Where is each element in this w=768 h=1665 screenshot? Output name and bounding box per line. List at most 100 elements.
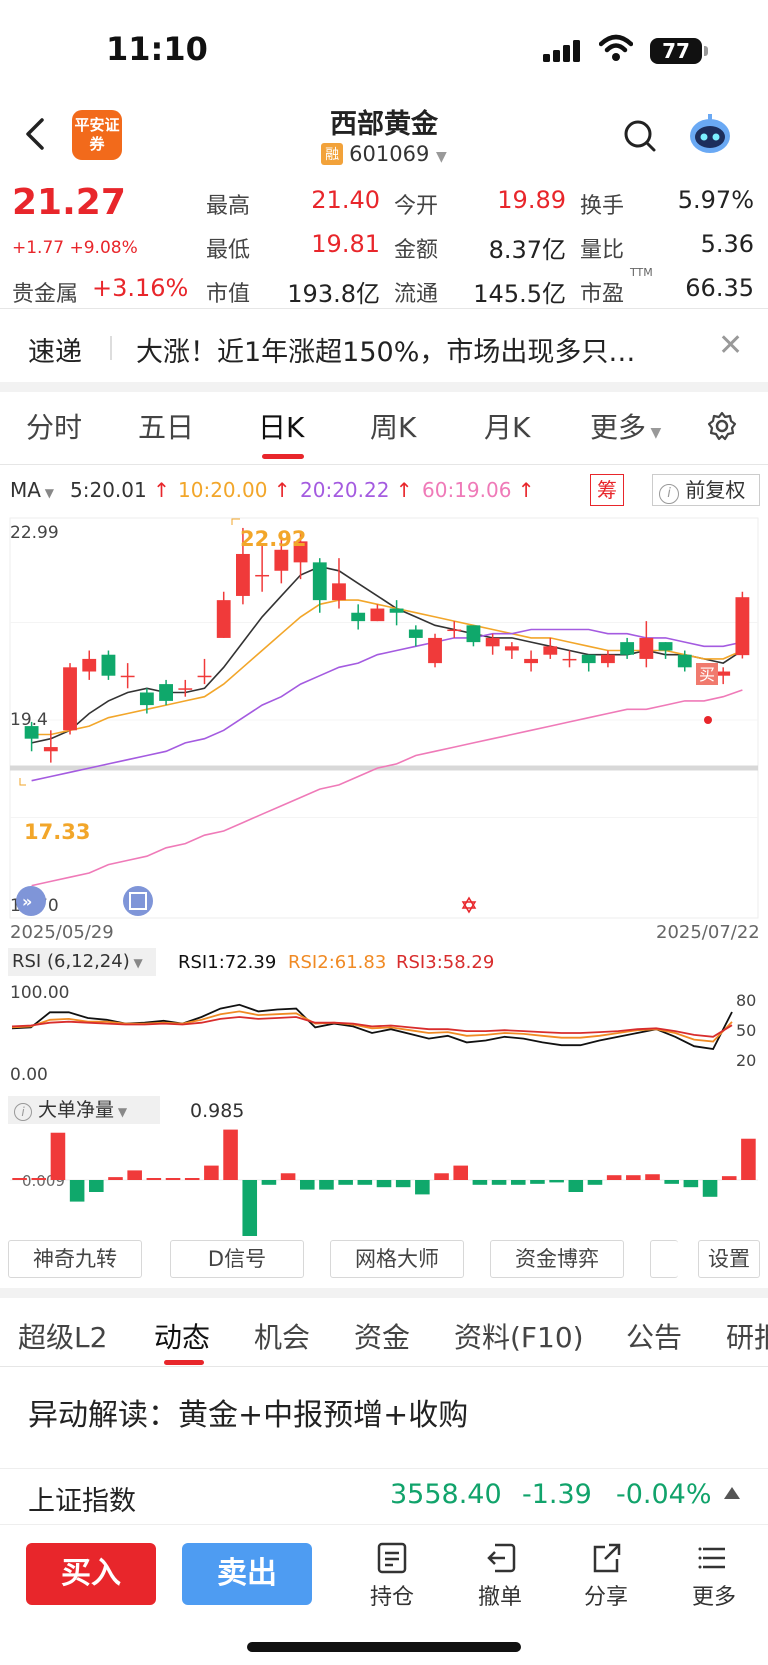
date-start-label: 2025/05/29 xyxy=(10,922,114,943)
close-icon[interactable]: ✕ xyxy=(718,328,744,363)
sector-label[interactable]: 贵金属 xyxy=(12,282,79,307)
bigorder-bar xyxy=(357,1180,373,1185)
sell-button[interactable]: 卖出 xyxy=(182,1543,312,1605)
tab-weekly-k[interactable]: 周K xyxy=(370,411,417,444)
rsi-selector-label: RSI (6,12,24) xyxy=(12,951,130,972)
express-headline[interactable]: 大涨！近1年涨超150%，市场出现多只… xyxy=(136,337,636,368)
bigorder-bar xyxy=(415,1180,430,1195)
active-tab-indicator xyxy=(262,454,304,459)
expand-up-icon[interactable] xyxy=(724,1487,740,1499)
market-cap-label: 市值 xyxy=(206,282,251,307)
cancel-order-button[interactable]: 撤单 xyxy=(460,1541,540,1611)
ai-assistant-icon[interactable] xyxy=(686,110,734,158)
up-arrow-icon: ↑ xyxy=(389,478,413,502)
tab-super-l2[interactable]: 超级L2 xyxy=(18,1321,108,1354)
bigorder-bars xyxy=(12,1129,756,1236)
hidden-button-edge[interactable] xyxy=(650,1240,678,1278)
buy-signal-marker[interactable] xyxy=(696,663,718,685)
rsi2-value: RSI2:61.83 xyxy=(288,952,387,973)
stock-code: 601069 xyxy=(349,142,430,166)
grid-master-button[interactable]: 网格大师 xyxy=(330,1240,464,1278)
divider xyxy=(0,1366,768,1367)
news-express-bar[interactable]: 速递 大涨！近1年涨超150%，市场出现多只… ✕ xyxy=(0,316,768,382)
share-button[interactable]: 分享 xyxy=(566,1541,646,1611)
bigorder-chart[interactable]: 0.009 xyxy=(0,1128,768,1236)
back-icon[interactable] xyxy=(22,114,52,154)
rsi3-value: RSI3:58.29 xyxy=(396,952,495,973)
tab-funds[interactable]: 资金 xyxy=(354,1321,411,1354)
news-headline[interactable]: 异动解读：黄金+中报预增+收购 xyxy=(28,1398,469,1433)
buy-button[interactable]: 买入 xyxy=(26,1543,156,1605)
indicator-settings-button[interactable]: 设置 xyxy=(698,1240,760,1278)
ma5-label: 5:20.01 xyxy=(70,478,147,502)
stock-code-selector[interactable]: 融 601069 ▼ xyxy=(0,142,768,166)
ma-line-20 xyxy=(31,628,743,782)
magic-nine-button[interactable]: 神奇九转 xyxy=(8,1240,142,1278)
chip-distribution-button[interactable]: 筹 xyxy=(590,474,624,506)
candle xyxy=(620,637,635,659)
bigorder-bar xyxy=(530,1180,545,1184)
tab-daily-k[interactable]: 日K xyxy=(258,411,305,444)
fullscreen-icon[interactable] xyxy=(123,886,153,916)
tab-intraday[interactable]: 分时 xyxy=(26,411,83,444)
signal-icon xyxy=(543,40,580,62)
tab-research[interactable]: 研报 xyxy=(726,1321,768,1354)
volume-ratio-value: 5.36 xyxy=(700,230,754,258)
bigorder-bar xyxy=(146,1178,162,1180)
low-marker: 17.33 xyxy=(24,820,90,844)
candle xyxy=(159,679,173,706)
share-label: 分享 xyxy=(583,1585,628,1610)
rsi-chart[interactable]: 100.00 0.00 80 50 20 xyxy=(0,980,768,1085)
ma10-label: 10:20.00 xyxy=(178,478,268,502)
y-mid-label: 19.4 xyxy=(10,710,48,730)
caret-down-icon: ▼ xyxy=(114,1105,128,1119)
candle xyxy=(677,650,692,672)
rsi-selector[interactable]: RSI (6,12,24) ▼ xyxy=(8,948,156,976)
bigorder-bar xyxy=(587,1180,603,1185)
tab-more[interactable]: 更多 ▼ xyxy=(590,406,661,446)
price-adjust-button[interactable]: i 前复权 xyxy=(652,474,760,506)
positions-label: 持仓 xyxy=(369,1585,414,1610)
tab-f10[interactable]: 资料(F10) xyxy=(454,1321,584,1354)
tab-dynamics[interactable]: 动态 xyxy=(154,1321,211,1354)
high-marker: 22.92 xyxy=(240,527,306,551)
ma-selector[interactable]: MA ▼ xyxy=(10,478,54,502)
bigorder-bar xyxy=(127,1170,142,1180)
kline-chart[interactable]: 22.99 19.4 13.70 22.92 17.33 买 » xyxy=(0,515,768,920)
up-arrow-icon: ↑ xyxy=(511,478,535,502)
d-signal-button[interactable]: D信号 xyxy=(170,1240,304,1278)
fund-game-button[interactable]: 资金博弈 xyxy=(490,1240,624,1278)
bigorder-bar xyxy=(223,1129,238,1180)
bigorder-selector[interactable]: i 大单净量 ▼ xyxy=(8,1096,160,1124)
bigorder-bar xyxy=(376,1180,392,1188)
news-tabs: 超级L2 动态 机会 资金 资料(F10) 公告 研报 xyxy=(0,1300,768,1368)
tab-announcements[interactable]: 公告 xyxy=(626,1321,683,1354)
more-button[interactable]: 更多 xyxy=(674,1541,754,1611)
gear-icon[interactable] xyxy=(706,410,738,442)
search-icon[interactable] xyxy=(620,116,660,156)
candle xyxy=(581,654,596,672)
bigorder-bar xyxy=(741,1138,756,1180)
rsi1-value: RSI1:72.39 xyxy=(178,952,277,973)
gridlines xyxy=(10,622,758,818)
market-cap-value: 193.8亿 xyxy=(287,280,380,308)
caret-down-icon: ▼ xyxy=(646,425,662,441)
quote-panel: 21.27 +1.77 +9.08% 最高 21.40 今开 19.89 换手 … xyxy=(0,176,768,308)
tab-opportunities[interactable]: 机会 xyxy=(254,1321,311,1354)
float-cap-value: 145.5亿 xyxy=(473,280,566,308)
collapse-icon[interactable]: » xyxy=(16,886,46,916)
positions-button[interactable]: 持仓 xyxy=(352,1541,432,1611)
volume-ratio-label: 量比 xyxy=(580,238,625,263)
caret-down-icon: ▼ xyxy=(436,149,447,165)
last-price: 21.27 xyxy=(12,182,126,223)
info-icon: i xyxy=(659,484,679,504)
tab-monthly-k[interactable]: 月K xyxy=(484,411,531,444)
event-marker-icon[interactable] xyxy=(461,896,477,914)
tab-five-day[interactable]: 五日 xyxy=(138,411,195,444)
index-ticker[interactable]: 上证指数 3558.40 -1.39 -0.04% xyxy=(0,1468,768,1524)
more-label: 更多 xyxy=(691,1585,736,1610)
open-label: 今开 xyxy=(394,194,439,219)
chart-frame xyxy=(9,517,759,919)
bigorder-bar xyxy=(50,1132,66,1180)
active-tab-indicator xyxy=(164,1360,204,1365)
